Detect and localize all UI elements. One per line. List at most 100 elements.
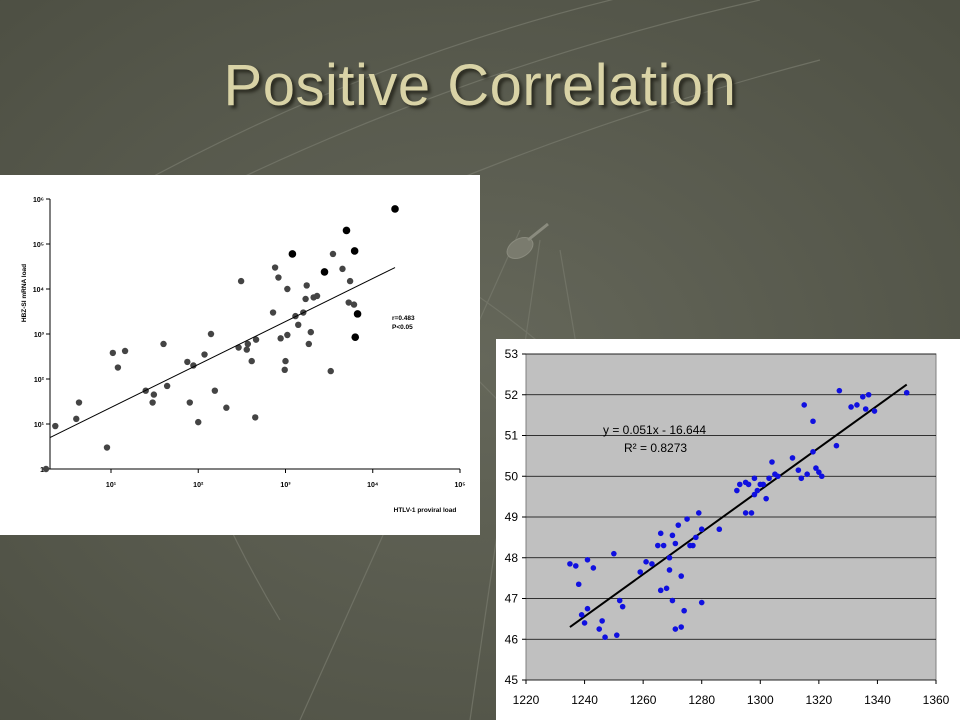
data-point (346, 277, 354, 285)
data-point (611, 550, 617, 557)
data-point (865, 391, 872, 398)
data-point (350, 301, 358, 308)
y-tick-label: 49 (505, 510, 519, 524)
data-point (763, 495, 769, 502)
data-point (345, 299, 352, 306)
data-point (684, 516, 690, 522)
data-point (211, 387, 219, 394)
highlight-point (320, 268, 329, 276)
data-point (657, 587, 664, 594)
data-point (660, 542, 667, 549)
y-tick-label: 10⁶ (33, 197, 44, 204)
x-tick-label: 10⁵ (454, 482, 465, 489)
data-point (663, 585, 670, 592)
data-point (184, 358, 191, 366)
trendline (49, 267, 396, 438)
data-point (248, 357, 255, 365)
y-tick-label: 10² (34, 377, 45, 384)
r-squared: R² = 0.8273 (624, 441, 687, 455)
data-point (584, 605, 591, 612)
data-point (114, 364, 122, 371)
data-point (666, 554, 673, 561)
data-point (313, 292, 321, 300)
data-point (305, 340, 313, 348)
data-point (252, 336, 260, 343)
data-point (186, 399, 193, 406)
trendline (569, 383, 908, 628)
highlight-point (353, 310, 362, 318)
y-tick-label: 46 (505, 632, 519, 646)
data-point (836, 387, 843, 394)
data-point (693, 534, 699, 541)
data-point (675, 522, 682, 528)
y-axis-label: HBZ-SI mRNA load (21, 264, 28, 322)
data-point (307, 328, 315, 336)
data-point (599, 618, 605, 624)
data-point (73, 415, 80, 423)
data-point (775, 473, 781, 480)
x-tick-label: 1340 (864, 693, 891, 707)
trend-equation: y = 0.051x - 16.644 (603, 423, 706, 437)
data-point (810, 449, 816, 455)
data-point (742, 510, 749, 516)
data-point (734, 487, 740, 494)
linear-scatter-chart: 1220 1240 1260 1280 1300 1320 1340 1360 45 46 47 4… (496, 339, 960, 720)
data-point (275, 274, 282, 281)
data-point (596, 626, 603, 632)
data-point (810, 418, 816, 425)
y-tick-label: 45 (505, 673, 519, 687)
data-point (754, 487, 761, 494)
data-point (681, 607, 687, 614)
data-point (281, 366, 288, 374)
data-point (329, 250, 337, 258)
data-point (816, 469, 822, 475)
highlight-point (342, 226, 351, 235)
data-point (284, 285, 291, 293)
y-tick-label: 10⁴ (33, 287, 45, 294)
data-point (190, 362, 197, 369)
data-point (748, 510, 755, 516)
data-point (52, 422, 59, 430)
data-point (859, 393, 866, 400)
data-point (903, 389, 910, 396)
data-point (578, 612, 585, 618)
data-point (150, 391, 158, 398)
data-point (690, 542, 696, 549)
data-point (672, 626, 679, 632)
x-axis-label: HTLV-1 proviral load (394, 507, 457, 514)
correlation-p: P<0.05 (392, 324, 413, 331)
x-tick-label: 10¹ (106, 482, 117, 489)
data-point (695, 510, 702, 516)
data-point (195, 418, 202, 426)
data-point (584, 556, 591, 563)
correlation-r: r=0.483 (392, 315, 415, 322)
data-point (760, 481, 767, 488)
x-tick-label: 1320 (806, 693, 833, 707)
data-point (581, 620, 588, 626)
data-point (269, 309, 277, 316)
data-point (613, 632, 620, 638)
data-point (567, 561, 573, 567)
data-point (207, 330, 215, 338)
data-point (303, 282, 310, 289)
data-point (103, 444, 111, 451)
data-point (121, 347, 129, 355)
data-point (284, 331, 291, 339)
data-point (789, 455, 796, 461)
data-point (109, 349, 117, 357)
data-point (678, 624, 685, 630)
log-scatter-chart: 10¹ 10² 10³ 10⁴ 10⁵ 1 10¹ 10² 10³ 10⁴ 10⁵ 10⁶ HBZ-… (0, 175, 480, 535)
data-point (833, 442, 840, 449)
y-tick-label: 50 (505, 469, 519, 483)
data-point (669, 597, 676, 604)
data-point (751, 491, 758, 498)
data-point (572, 563, 579, 569)
data-point (616, 597, 623, 604)
data-point (769, 459, 775, 465)
data-point (798, 475, 805, 482)
x-tick-label: 1300 (747, 693, 774, 707)
data-point (716, 526, 723, 533)
data-point (766, 475, 772, 482)
data-point (804, 471, 810, 478)
data-point (672, 540, 679, 547)
